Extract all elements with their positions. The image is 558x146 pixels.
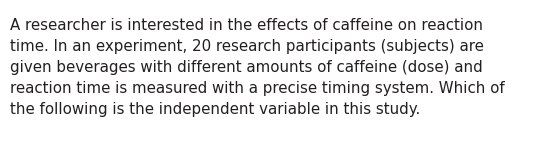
Text: A researcher is interested in the effects of caffeine on reaction
time. In an ex: A researcher is interested in the effect… [10, 18, 505, 118]
